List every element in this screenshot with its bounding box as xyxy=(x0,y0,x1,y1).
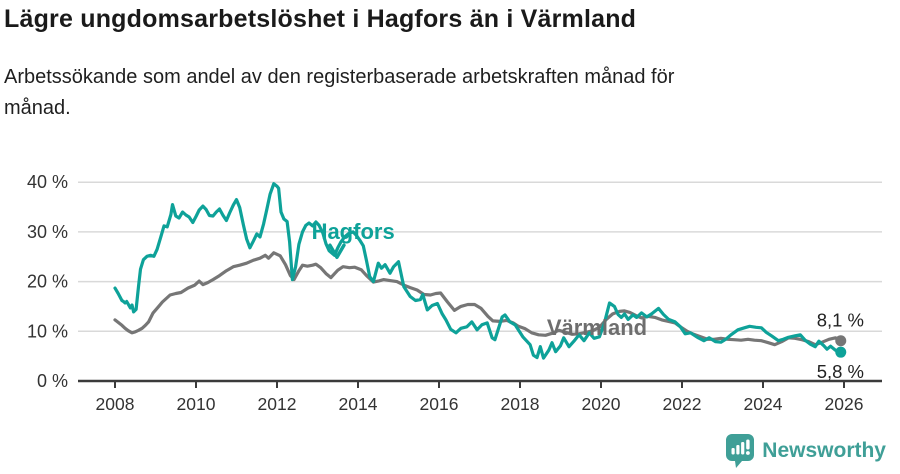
x-axis-label-2020: 2020 xyxy=(582,394,621,414)
x-axis-label-2026: 2026 xyxy=(825,394,864,414)
y-axis-label-20: 20 % xyxy=(27,272,68,292)
subtitle-line-1: Arbetssökande som andel av den registerb… xyxy=(4,66,675,88)
hagfors-series-label: Hagfors xyxy=(312,219,395,244)
värmland-end-value: 8,1 % xyxy=(817,310,864,331)
hagfors-end-value: 5,8 % xyxy=(817,361,864,382)
y-axis-label-40: 40 % xyxy=(27,172,68,192)
x-axis-label-2008: 2008 xyxy=(96,394,135,414)
subtitle-line-2: månad. xyxy=(4,97,71,119)
värmland-series-label: Värmland xyxy=(547,315,647,340)
hagfors-end-dot xyxy=(835,346,847,358)
y-axis-label-10: 10 % xyxy=(27,321,68,341)
x-axis-label-2024: 2024 xyxy=(744,394,783,414)
x-axis-label-2010: 2010 xyxy=(177,394,216,414)
hagfors-line xyxy=(113,182,843,360)
page-title: Lägre ungdomsarbetslöshet i Hagfors än i… xyxy=(4,5,637,33)
newsworthy-logo-icon xyxy=(726,434,755,468)
x-axis-label-2016: 2016 xyxy=(420,394,459,414)
hagfors-label-arrow xyxy=(328,243,346,259)
x-axis-label-2018: 2018 xyxy=(501,394,540,414)
värmland-end-dot xyxy=(835,335,847,347)
newsworthy-brand-text: Newsworthy xyxy=(762,439,886,462)
y-axis-label-0: 0 % xyxy=(37,371,68,391)
värmland-line xyxy=(113,251,843,347)
newsworthy-brand-link[interactable]: Newsworthy xyxy=(726,434,886,468)
x-axis-label-2022: 2022 xyxy=(663,394,702,414)
chart-subtitle: Arbetssökande som andel av den registerb… xyxy=(4,62,674,124)
x-axis-label-2012: 2012 xyxy=(258,394,297,414)
y-axis-label-30: 30 % xyxy=(27,222,68,242)
x-axis-label-2014: 2014 xyxy=(339,394,378,414)
